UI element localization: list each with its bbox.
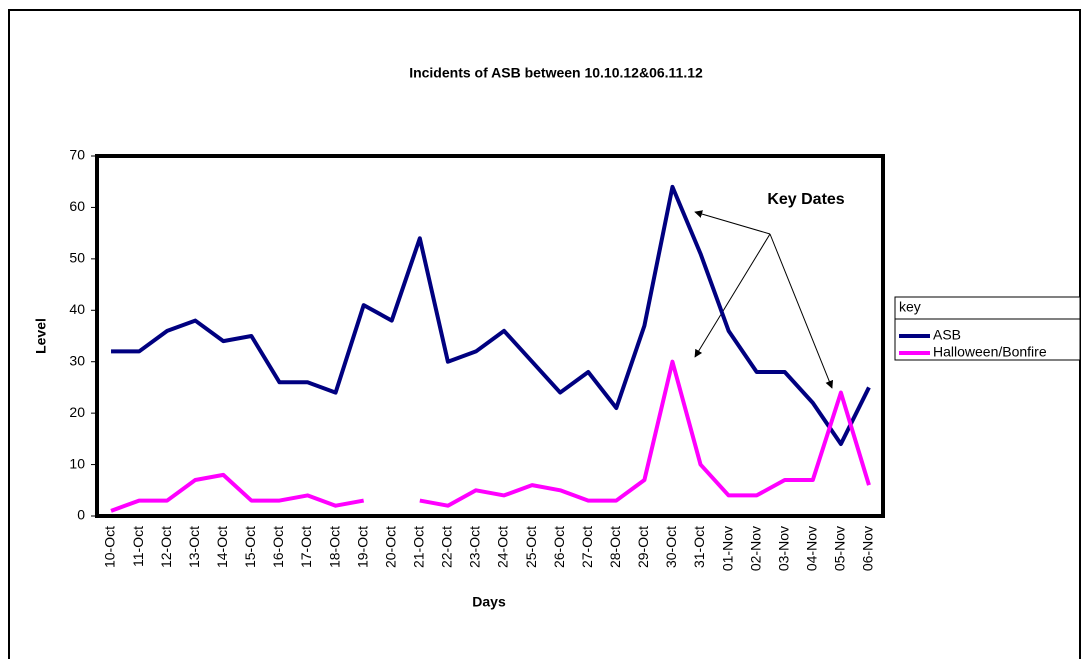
x-tick-label: 25-Oct [523, 526, 539, 568]
x-tick-label: 20-Oct [382, 526, 398, 568]
x-tick-label: 05-Nov [832, 526, 848, 571]
x-tick-label: 27-Oct [579, 526, 595, 568]
y-tick-label: 60 [69, 198, 85, 214]
x-tick-label: 14-Oct [214, 526, 230, 568]
x-tick-label: 03-Nov [775, 526, 791, 571]
y-tick-label: 40 [69, 301, 85, 317]
y-tick-label: 70 [69, 147, 85, 163]
y-tick-label: 20 [69, 404, 85, 420]
x-tick-label: 04-Nov [804, 526, 820, 571]
x-tick-label: 21-Oct [411, 526, 427, 568]
x-tick-label: 16-Oct [270, 526, 286, 568]
x-tick-label: 11-Oct [130, 526, 146, 567]
x-tick-label: 24-Oct [495, 526, 511, 568]
x-tick-label: 23-Oct [467, 526, 483, 568]
chart-title: Incidents of ASB between 10.10.12&06.11.… [409, 65, 703, 81]
line-series [111, 184, 871, 446]
x-tick-label: 29-Oct [635, 526, 651, 568]
x-axis-label: Days [472, 594, 506, 610]
x-tick-label: 26-Oct [551, 526, 567, 568]
legend-label: Halloween/Bonfire [933, 344, 1047, 360]
legend [894, 296, 1081, 361]
x-tick-label: 31-Oct [691, 526, 707, 568]
legend-label: ASB [933, 327, 961, 343]
y-axis-label: Level [33, 318, 49, 354]
x-tick-label: 12-Oct [158, 526, 174, 568]
x-tick-label: 30-Oct [663, 526, 679, 568]
y-tick-label: 10 [69, 455, 85, 471]
x-tick-label: 22-Oct [439, 526, 455, 568]
annotation-arrows [694, 210, 834, 389]
arrow [694, 210, 771, 235]
y-tick-label: 50 [69, 250, 85, 266]
x-tick-label: 19-Oct [354, 526, 370, 568]
x-tick-label: 15-Oct [242, 526, 258, 568]
x-tick-label: 01-Nov [719, 526, 735, 571]
x-tick-label: 13-Oct [186, 526, 202, 568]
x-tick-label: 06-Nov [860, 526, 876, 571]
x-tick-label: 10-Oct [102, 526, 118, 568]
annotation: Key Dates [767, 191, 844, 208]
x-tick-label: 02-Nov [747, 526, 763, 571]
arrow [694, 233, 771, 358]
x-tick-label: 18-Oct [326, 526, 342, 568]
line-series [110, 359, 871, 513]
x-tick-label: 17-Oct [298, 526, 314, 568]
x-tick-label: 28-Oct [607, 526, 623, 568]
plot-area [95, 154, 885, 518]
arrow [769, 233, 834, 389]
legend-title: key [899, 299, 921, 315]
y-tick-label: 30 [69, 352, 85, 368]
y-tick-label: 0 [77, 507, 85, 523]
